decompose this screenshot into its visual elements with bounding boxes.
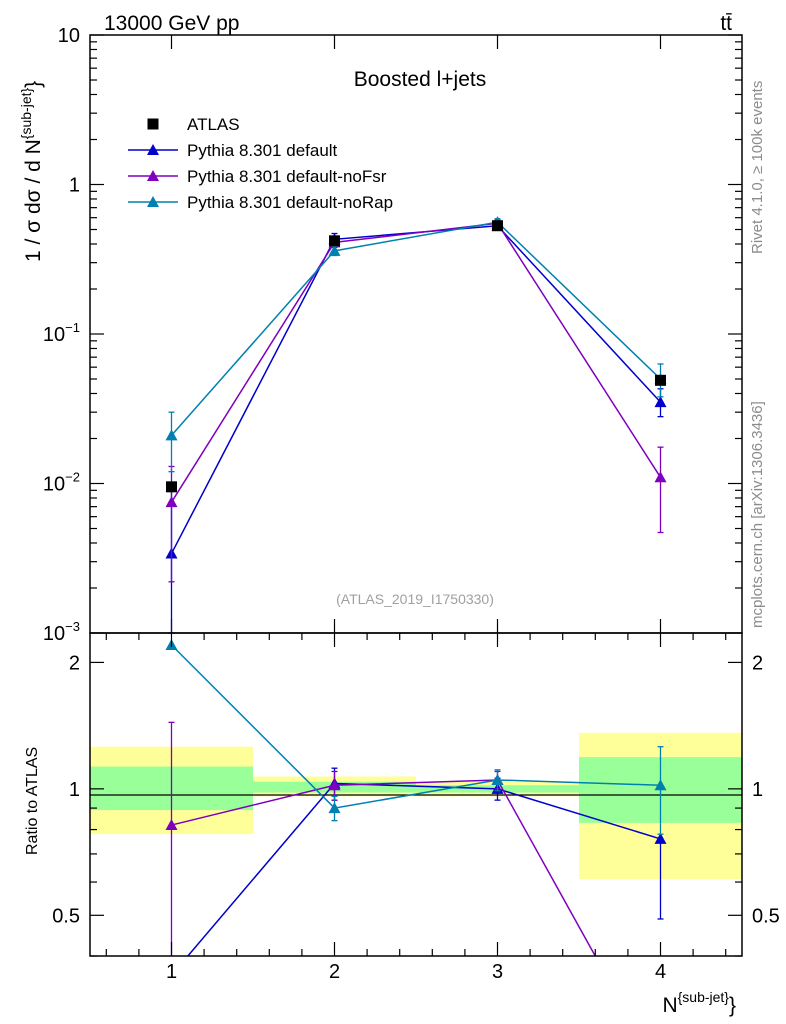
legend-entry: Pythia 8.301 default-noFsr (128, 167, 387, 186)
ratio-y-tick-label-left: 2 (69, 652, 80, 674)
source-label: mcplots.cern.ch [arXiv:1306.3436] (749, 401, 766, 628)
legend-marker (147, 170, 159, 181)
ratio-series-line (186, 782, 661, 956)
main-y-tick-base: 10 (43, 474, 65, 496)
rivet-label: Rivet 4.1.0, ≥ 100k events (749, 81, 766, 254)
ratio-point (654, 832, 667, 844)
legend-marker (147, 118, 159, 130)
main-y-tick-label: 10 (58, 25, 80, 47)
data-point (165, 429, 178, 441)
x-tick-label: 3 (492, 961, 503, 983)
ratio-y-tick-label-left: 1 (69, 779, 80, 801)
chart-title: Boosted l+jets (354, 68, 487, 91)
data-point (328, 244, 341, 256)
legend-label: ATLAS (187, 115, 240, 134)
main-y-tick-base: 1 (69, 175, 80, 197)
series-line (170, 221, 662, 436)
main-y-tick-label: 1 (69, 175, 80, 197)
ratio-pythia-8-301-default-norap (165, 639, 667, 835)
series-line (170, 222, 662, 503)
legend-entry: ATLAS (147, 115, 240, 134)
ratio-axis-ticks: 2 2 1 1 0.5 0.5 1 2 3 4 (52, 633, 780, 983)
ratio-y-tick-label-right: 1 (752, 779, 763, 801)
ratio-point (328, 779, 341, 791)
ratio-point (165, 819, 178, 831)
ratio-frame (89, 632, 743, 957)
legend-marker (147, 196, 159, 207)
main-y-tick-base: 10 (43, 623, 65, 645)
data-point (492, 220, 503, 232)
main-y-tick-exponent: −1 (65, 320, 80, 335)
series-pythia-8-301-default (165, 219, 667, 634)
data-point (329, 235, 340, 247)
ratio-y-tick-label-right: 0.5 (752, 905, 780, 927)
main-y-tick-label: 10−2 (43, 470, 80, 496)
ratio-series-layer (165, 639, 667, 956)
ratio-series-line (170, 644, 661, 809)
series-line (170, 224, 662, 554)
analysis-id: (ATLAS_2019_I1750330) (336, 591, 494, 607)
series-atlas (166, 220, 666, 493)
ratio-point (491, 773, 504, 785)
legend-label: Pythia 8.301 default-noRap (187, 193, 393, 212)
process-label: tt̄ (720, 12, 732, 35)
data-point (654, 396, 667, 408)
ratio-y-tick-label-right: 2 (752, 652, 763, 674)
main-ylabel: 1 / σ dσ / d N{sub-jet}} (18, 81, 45, 262)
x-tick-label: 4 (655, 961, 666, 983)
legend: ATLAS Pythia 8.301 default Pythia 8.301 de… (128, 115, 393, 212)
main-series-layer (165, 216, 667, 634)
main-y-tick-exponent: −2 (65, 470, 80, 485)
main-y-tick-base: 10 (43, 324, 65, 346)
series-pythia-8-301-default-nofsr (165, 217, 667, 583)
x-axis-label: N{sub-jet}} (662, 989, 736, 1017)
main-y-tick-label: 10−1 (43, 320, 80, 346)
series-pythia-8-301-default-norap (165, 216, 667, 473)
legend-entry: Pythia 8.301 default (128, 141, 338, 160)
legend-marker (147, 144, 159, 155)
main-y-tick-exponent: −3 (65, 619, 80, 634)
ratio-point (654, 779, 667, 791)
ratio-point (328, 802, 341, 814)
ratio-y-tick-label-left: 0.5 (52, 905, 80, 927)
main-y-tick-label: 10−3 (43, 619, 80, 645)
data-point (165, 496, 178, 508)
legend-entry: Pythia 8.301 default-noRap (128, 193, 393, 212)
ratio-panel: 2 2 1 1 0.5 0.5 1 2 3 4 (52, 632, 780, 983)
energy-label: 13000 GeV pp (104, 12, 239, 35)
data-point (654, 471, 667, 483)
ratio-series-line (171, 779, 597, 956)
legend-label: Pythia 8.301 default-noFsr (187, 167, 387, 186)
legend-label: Pythia 8.301 default (187, 141, 338, 160)
x-tick-label: 1 (166, 961, 177, 983)
main-y-tick-base: 10 (58, 25, 80, 47)
ratio-ylabel: Ratio to ATLAS (24, 747, 41, 855)
x-tick-label: 2 (329, 961, 340, 983)
data-point (166, 481, 177, 493)
data-point (655, 374, 666, 386)
ratio-uncertainty-bands (90, 732, 742, 880)
